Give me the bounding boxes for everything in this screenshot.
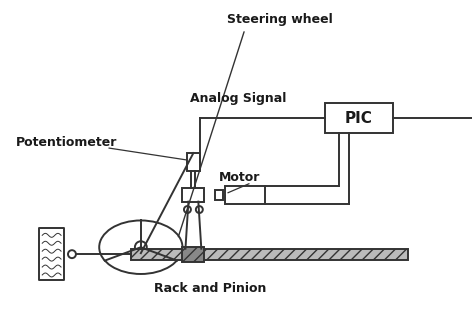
Text: Rack and Pinion: Rack and Pinion (154, 282, 266, 295)
Text: Motor: Motor (219, 171, 261, 184)
Text: Steering wheel: Steering wheel (227, 13, 332, 26)
Text: Analog Signal: Analog Signal (190, 92, 286, 105)
Bar (225, 186, 265, 204)
Bar (325, 103, 392, 133)
Bar (182, 188, 204, 202)
Bar (39, 228, 64, 280)
Bar (187, 153, 200, 171)
Bar (182, 247, 204, 262)
Bar (131, 249, 409, 259)
Text: PIC: PIC (345, 111, 373, 126)
Bar (215, 190, 223, 200)
Text: Potentiometer: Potentiometer (16, 136, 117, 149)
